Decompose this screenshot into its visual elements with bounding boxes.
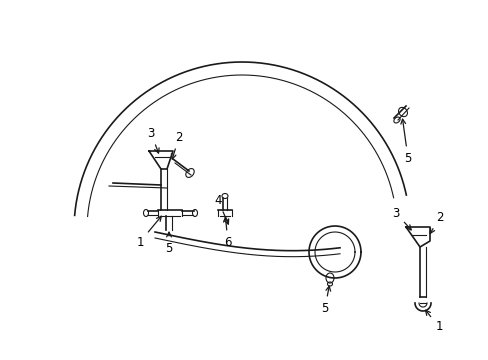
Text: 5: 5: [321, 286, 330, 315]
Text: 1: 1: [425, 310, 442, 333]
Text: 6: 6: [223, 217, 231, 248]
Text: 2: 2: [171, 131, 183, 159]
Text: 2: 2: [429, 211, 443, 233]
Text: 5: 5: [400, 119, 411, 165]
Text: 3: 3: [391, 207, 410, 230]
Text: 3: 3: [147, 126, 159, 153]
Text: 1: 1: [136, 216, 161, 248]
Text: 4: 4: [214, 194, 228, 224]
Text: 5: 5: [165, 232, 172, 255]
